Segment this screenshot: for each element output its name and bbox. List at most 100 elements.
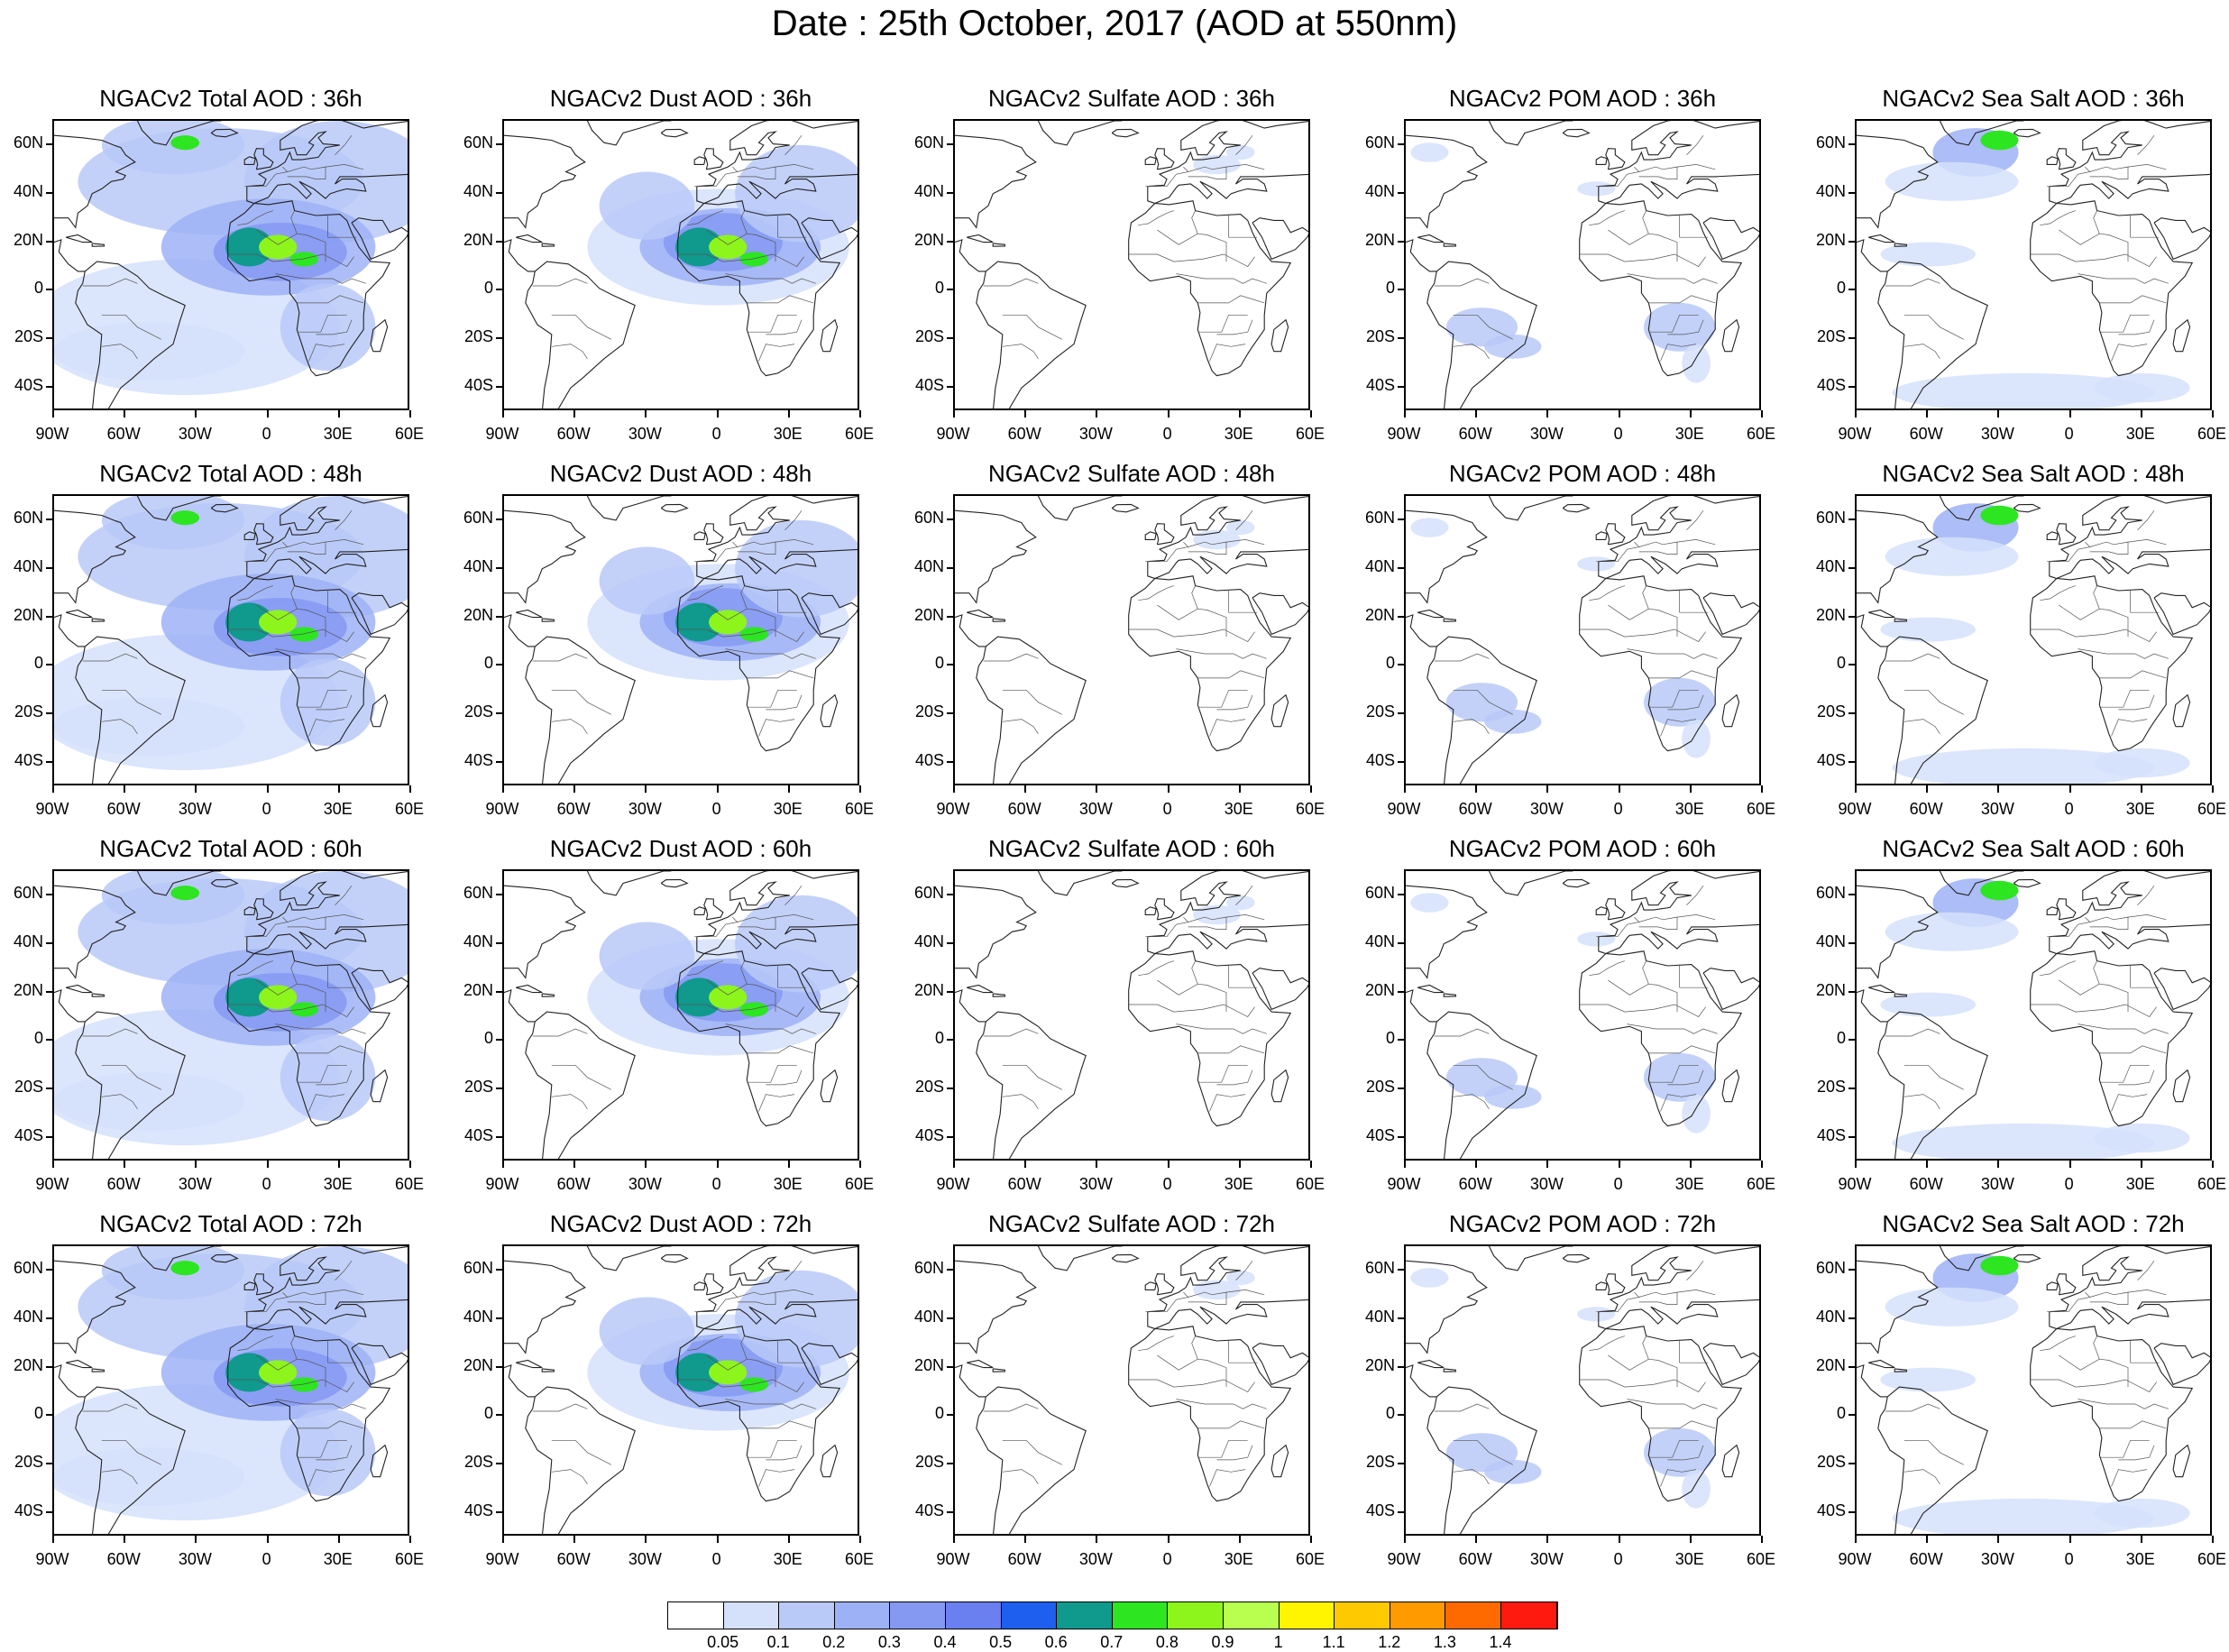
lat-tick [947,1088,953,1090]
country-border [1209,1094,1246,1112]
lon-tick [1926,1536,1929,1543]
aod-plume [1410,142,1449,162]
lat-label: 20S [463,1453,493,1472]
lon-tick [1997,1536,2000,1543]
lon-tick [645,785,647,793]
lon-label: 30E [773,800,803,818]
coastline [2056,1273,2077,1296]
coastline [1443,243,1456,247]
lon-tick [645,1536,647,1543]
coastline [1721,318,1740,353]
coastline [54,989,86,1023]
coastline [541,618,555,622]
panel-title-dust-48h: NGACv2 Dust AOD : 48h [549,460,812,487]
coastline [1605,523,1626,546]
coastline [1595,906,1608,915]
lat-tick [46,761,52,764]
country-border [1145,166,1189,188]
country-border [275,273,366,284]
colorbar-swatch [1168,1602,1224,1629]
country-border [2047,541,2091,563]
lon-label: 60E [1746,1550,1776,1568]
coastline [586,871,672,896]
lon-tick [1618,1536,1620,1543]
panel-title-total-60h: NGACv2 Total AOD : 60h [99,835,362,862]
coastline [1877,1386,1988,1534]
country-border [325,164,364,170]
coastline [525,261,636,408]
coastline [1598,1246,1759,1313]
aod-plume [1410,1268,1449,1288]
lon-tick [859,410,861,418]
country-border [227,1004,354,1017]
lat-label: 40S [1365,376,1395,395]
lat-tick [496,1268,502,1271]
coastline [967,984,994,994]
lat-label: 20S [914,327,944,346]
lat-label: 40N [913,181,944,200]
lat-label: 40N [463,181,493,200]
lat-label: 20S [463,1078,493,1097]
country-border [694,541,738,563]
lon-label: 30E [323,1550,353,1568]
country-border [308,1094,345,1112]
country-border [1453,1064,1513,1090]
coastline [1579,1326,1743,1502]
lon-tick [266,1536,269,1543]
country-border [237,960,274,977]
country-border [2047,916,2091,938]
lon-label: 60E [844,800,875,818]
coastline [2049,923,2210,955]
lat-tick [1398,240,1404,243]
lon-label: 30E [1224,1550,1253,1568]
aerosol-field [54,871,408,1146]
coastline [586,1246,672,1271]
coastline [1443,993,1456,997]
country-border [237,1335,274,1352]
lon-tick [1096,1161,1098,1168]
lat-label: 60N [1364,508,1395,527]
country-border [1638,1291,1678,1305]
lon-tick [1404,1536,1406,1543]
lat-tick [947,1463,953,1465]
lat-label: 20S [1365,327,1395,346]
lon-label: 30W [628,1550,662,1568]
map-dust-72h [502,1244,859,1536]
country-border [2111,1094,2148,1112]
lat-tick [46,1317,52,1319]
country-border [1608,1354,1678,1388]
lat-label: 20N [913,980,944,999]
lon-tick [787,1536,790,1543]
lat-tick [1398,566,1404,569]
country-border [287,541,326,555]
country-border [1648,1064,1699,1083]
coastline [1721,1444,1740,1478]
lon-tick [124,410,126,418]
colorbar-swatch [1112,1602,1169,1629]
lon-tick [2068,1536,2071,1543]
lon-tick [195,410,197,418]
map-total-36h [52,119,409,410]
coastline [696,496,858,563]
coastline [1702,1343,1759,1386]
country-border [316,319,353,335]
aod-plume [289,1002,319,1017]
country-border [2078,648,2169,659]
country-border [256,979,326,1013]
country-border [677,1004,804,1017]
coastline [1147,923,1308,955]
country-border [2030,1004,2157,1017]
country-border [677,629,804,642]
lon-label: 60E [1746,425,1776,443]
lat-tick [496,1365,502,1368]
country-border [2111,1469,2148,1487]
coastline [504,989,536,1023]
coastline [1252,968,1308,1011]
lat-tick [1398,518,1404,520]
aod-plume [1682,719,1711,758]
aod-plume [739,1377,769,1392]
coastline [1270,318,1289,353]
lon-tick [716,1536,719,1543]
country-border [1642,1335,1649,1360]
panel-title-sea-salt-48h: NGACv2 Sea Salt AOD : 48h [1882,460,2185,487]
